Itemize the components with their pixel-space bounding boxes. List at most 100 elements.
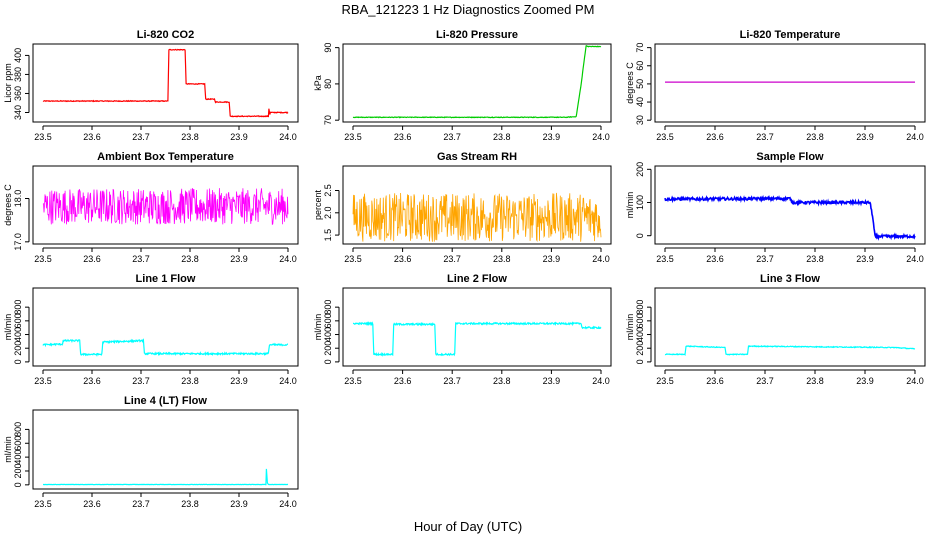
y-tick-label: 200 xyxy=(13,341,23,356)
y-tick-label: 2.5 xyxy=(323,184,333,197)
y-tick-label: 200 xyxy=(323,341,333,356)
x-tick-label: 23.6 xyxy=(706,376,724,386)
y-tick-label: 380 xyxy=(13,67,23,82)
panel-title: Line 3 Flow xyxy=(760,273,820,285)
figure-title: RBA_121223 1 Hz Diagnostics Zoomed PM xyxy=(342,2,595,17)
y-tick-label: 0 xyxy=(13,482,23,487)
y-tick-label: 600 xyxy=(635,313,645,328)
plot-frame xyxy=(32,43,299,123)
x-tick-label: 23.9 xyxy=(543,132,561,142)
plot-frame xyxy=(654,43,926,123)
x-tick-label: 23.9 xyxy=(856,376,874,386)
x-tick-label: 23.6 xyxy=(706,132,724,142)
panel-title: Ambient Box Temperature xyxy=(97,151,234,163)
x-tick-label: 24.0 xyxy=(906,376,924,386)
series-line xyxy=(42,48,289,118)
x-tick-label: 23.6 xyxy=(83,254,101,264)
y-tick-label: 400 xyxy=(13,48,23,63)
x-tick-label: 23.7 xyxy=(756,254,774,264)
plot-frame xyxy=(654,287,926,367)
x-tick-label: 23.9 xyxy=(856,132,874,142)
y-tick-label: 60 xyxy=(635,61,645,71)
y-tick-label: 800 xyxy=(13,300,23,315)
y-tick-label: 2.0 xyxy=(323,207,333,220)
panel-title: Gas Stream RH xyxy=(437,151,517,163)
x-tick-label: 23.8 xyxy=(493,132,511,142)
y-tick-label: 200 xyxy=(13,463,23,478)
panel-title: Li-820 Pressure xyxy=(436,29,518,41)
y-tick-label: 400 xyxy=(635,327,645,342)
y-tick-label: 30 xyxy=(635,115,645,125)
y-tick-label: 400 xyxy=(13,450,23,465)
y-axis-label: ml/min xyxy=(3,314,13,341)
y-tick-label: 0 xyxy=(635,233,645,238)
x-tick-label: 23.7 xyxy=(132,376,150,386)
y-axis-label: ml/min xyxy=(625,192,635,219)
y-axis-label: ml/min xyxy=(625,314,635,341)
series-line xyxy=(352,192,602,243)
x-tick-label: 23.9 xyxy=(230,376,248,386)
x-tick-label: 23.5 xyxy=(34,254,52,264)
x-tick-label: 23.5 xyxy=(656,376,674,386)
x-tick-label: 23.7 xyxy=(132,254,150,264)
x-tick-label: 23.6 xyxy=(394,254,412,264)
plot-frame xyxy=(32,165,299,245)
plot-frame xyxy=(342,287,612,367)
x-tick-label: 23.9 xyxy=(230,254,248,264)
panel-line3_flow: Line 3 Flow ml/min 23.5 23.6 23.7 23.8 23.9 24.… xyxy=(625,273,926,386)
x-tick-label: 23.6 xyxy=(83,499,101,509)
y-axis-label: degrees C xyxy=(625,62,635,104)
y-axis-label: ml/min xyxy=(313,314,323,341)
x-tick-label: 23.6 xyxy=(706,254,724,264)
y-tick-label: 800 xyxy=(13,422,23,437)
y-tick-label: 800 xyxy=(323,300,333,315)
x-tick-label: 24.0 xyxy=(279,254,297,264)
y-tick-label: 100 xyxy=(635,195,645,210)
panel-title: Line 4 (LT) Flow xyxy=(124,395,207,407)
x-tick-label: 23.5 xyxy=(34,499,52,509)
y-axis-label: Licor ppm xyxy=(3,63,13,103)
x-tick-label: 23.8 xyxy=(493,376,511,386)
panel-co2: Li-820 CO2 Licor ppm 23.5 23.6 23.7 23.8 23.9 2… xyxy=(3,29,299,142)
y-tick-label: 0 xyxy=(635,359,645,364)
series-line xyxy=(43,468,289,486)
x-tick-label: 23.5 xyxy=(344,376,362,386)
panel-line2_flow: Line 2 Flow ml/min 23.5 23.6 23.7 23.8 23.9 24.… xyxy=(313,273,612,386)
plot-frame xyxy=(32,287,299,367)
x-tick-label: 24.0 xyxy=(906,254,924,264)
x-tick-label: 23.8 xyxy=(181,132,199,142)
x-tick-label: 23.8 xyxy=(806,254,824,264)
x-tick-label: 23.7 xyxy=(443,132,461,142)
series-line xyxy=(352,45,602,119)
x-tick-label: 24.0 xyxy=(279,376,297,386)
panel-pressure: Li-820 Pressure kPa 23.5 23.6 23.7 23.8 23.9 24… xyxy=(313,29,612,142)
panel-title: Line 1 Flow xyxy=(136,273,196,285)
x-tick-label: 24.0 xyxy=(906,132,924,142)
panel-sample_flow: Sample Flow ml/min 23.5 23.6 23.7 23.8 23.9 24.… xyxy=(625,151,926,264)
y-tick-label: 200 xyxy=(635,341,645,356)
series-line xyxy=(353,321,602,357)
x-tick-label: 23.8 xyxy=(181,254,199,264)
x-tick-label: 24.0 xyxy=(592,376,610,386)
x-tick-label: 24.0 xyxy=(279,132,297,142)
y-tick-label: 40 xyxy=(635,97,645,107)
x-tick-label: 23.6 xyxy=(394,132,412,142)
y-tick-label: 70 xyxy=(323,115,333,125)
plot-frame xyxy=(654,165,926,245)
x-tick-label: 23.8 xyxy=(493,254,511,264)
x-tick-label: 23.5 xyxy=(344,132,362,142)
x-tick-label: 23.6 xyxy=(83,376,101,386)
x-tick-label: 23.8 xyxy=(181,499,199,509)
x-tick-label: 23.5 xyxy=(34,132,52,142)
panel-box_temp: Ambient Box Temperature degrees C 23.5 23.6… xyxy=(3,151,299,264)
x-tick-label: 23.7 xyxy=(443,254,461,264)
x-tick-label: 24.0 xyxy=(279,499,297,509)
series-line xyxy=(664,344,916,356)
y-axis-label: ml/min xyxy=(3,436,13,463)
panel-line1_flow: Line 1 Flow ml/min 23.5 23.6 23.7 23.8 23.9 24.… xyxy=(3,273,299,386)
plot-frame xyxy=(342,165,612,245)
x-tick-label: 23.7 xyxy=(756,376,774,386)
y-tick-label: 50 xyxy=(635,79,645,89)
series-line xyxy=(42,338,288,357)
